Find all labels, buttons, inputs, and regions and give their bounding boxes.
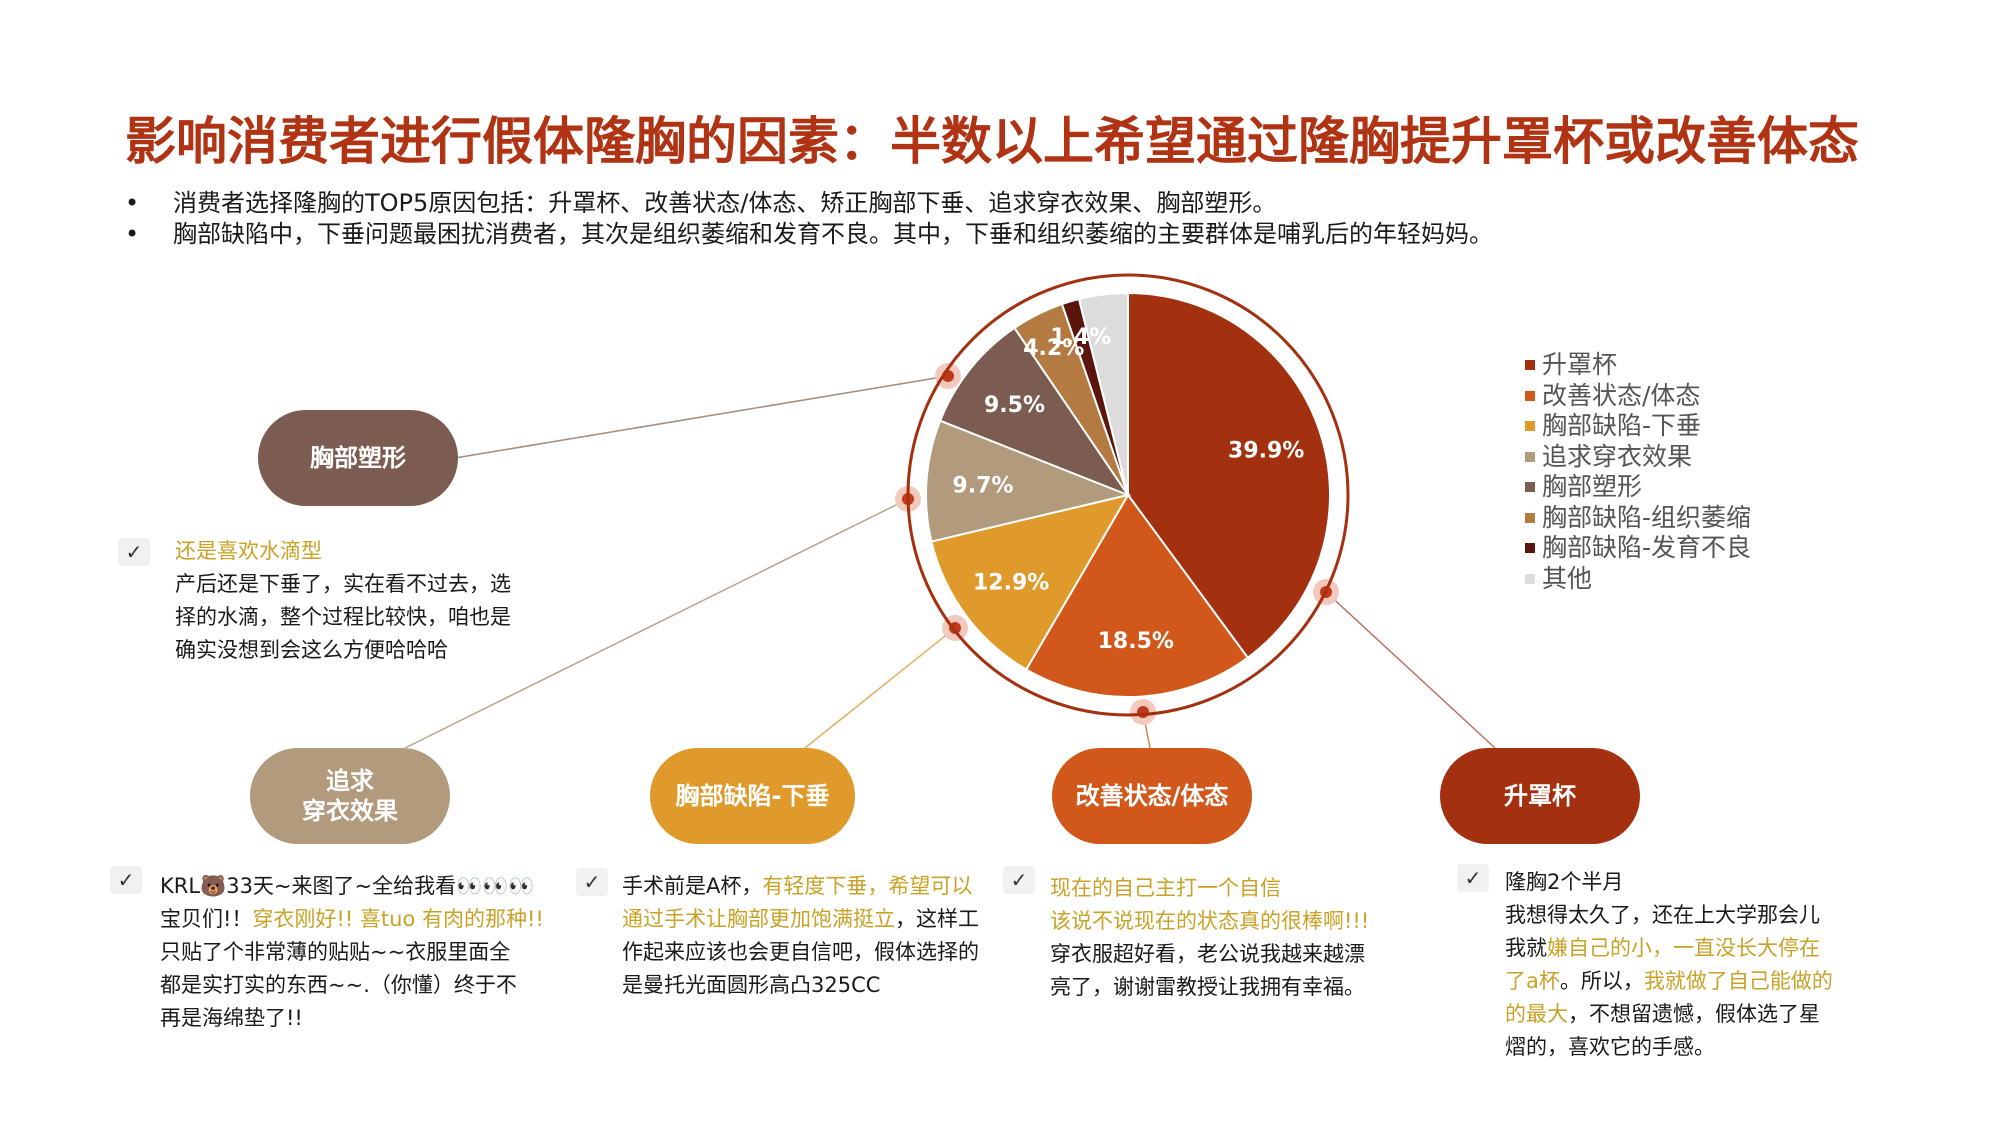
quote-line: 我想得太久了，还在上大学那会儿 xyxy=(1505,903,1820,927)
pie-slice-2 xyxy=(930,493,1131,671)
connector-line-cup xyxy=(1325,591,1496,749)
quote-line: 确实没想到会这么方便哈哈哈 xyxy=(175,638,448,662)
chart-legend: 升罩杯 改善状态/体态 胸部缺陷-下垂 追求穿衣效果 胸部塑形 胸部缺陷-组织萎缩 胸部缺陷… xyxy=(1525,350,1751,594)
pill-label: 升罩杯 xyxy=(1504,782,1576,810)
quote-posture: 现在的自己主打一个自信 该说不说现在的状态真的很棒啊!!! 穿衣服超好看，老公说… xyxy=(1050,872,1369,1004)
legend-swatch xyxy=(1525,390,1535,401)
legend-label: 追求穿衣效果 xyxy=(1542,441,1693,471)
pill-label: 胸部缺陷-下垂 xyxy=(675,782,830,810)
pill-label: 胸部塑形 xyxy=(310,444,406,472)
quote-line: 我就嫌自己的小，一直没长大停在 xyxy=(1505,936,1820,960)
legend-swatch xyxy=(1525,482,1535,493)
quote-clothing: KRL🐻33天~来图了~全给我看👀👀👀 宝贝们!！穿衣刚好!! 喜tuo 有肉的… xyxy=(160,870,544,1035)
connector-line-clothing xyxy=(404,498,909,749)
pie-slice-label-6: 1.4% xyxy=(1050,325,1111,350)
quote-line: 亮了，谢谢雷教授让我拥有幸福。 xyxy=(1050,975,1365,999)
pill-label: 改善状态/体态 xyxy=(1075,782,1229,810)
legend-swatch xyxy=(1525,360,1535,371)
quote-sagging: 手术前是A杯，有轻度下垂，希望可以 通过手术让胸部更加饱满挺立，这样工 作起来应… xyxy=(622,870,979,1002)
quote-line: 隆胸2个半月 xyxy=(1505,870,1624,894)
pie-slice-label-2: 12.9% xyxy=(973,571,1049,596)
check-icon: ✓ xyxy=(118,538,150,566)
legend-item: 胸部塑形 xyxy=(1525,472,1751,503)
pill-shaping: 胸部塑形 xyxy=(258,410,458,506)
legend-label: 其他 xyxy=(1542,563,1593,593)
pie-slice-4 xyxy=(938,326,1131,498)
connector-line-shaping xyxy=(454,375,949,459)
pie-slice-label-0: 39.9% xyxy=(1228,439,1304,464)
check-icon: ✓ xyxy=(110,866,142,894)
summary-bullets: 消费者选择隆胸的TOP5原因包括：升罩杯、改善状态/体态、矫正胸部下垂、追求穿衣… xyxy=(125,188,1493,250)
quote-shaping: 还是喜欢水滴型 产后还是下垂了，实在看不过去，选 择的水滴，整个过程比较快，咱也… xyxy=(175,535,511,667)
pie-slice-7 xyxy=(1077,291,1129,496)
quote-line: 宝贝们!！穿衣刚好!! 喜tuo 有肉的那种!! xyxy=(160,907,544,931)
legend-item: 改善状态/体态 xyxy=(1525,381,1751,412)
pie-slice-0 xyxy=(1127,291,1332,660)
legend-label: 胸部塑形 xyxy=(1542,472,1643,501)
check-icon: ✓ xyxy=(576,868,608,896)
quote-line: 还是喜欢水滴型 xyxy=(175,539,322,563)
bullet-item: 胸部缺陷中，下垂问题最困扰消费者，其次是组织萎缩和发育不良。其中，下垂和组织萎缩… xyxy=(125,219,1493,250)
check-icon: ✓ xyxy=(1003,866,1035,894)
quote-line: 现在的自己主打一个自信 xyxy=(1050,876,1281,900)
legend-swatch xyxy=(1525,543,1535,554)
legend-item: 胸部缺陷-组织萎缩 xyxy=(1525,503,1751,534)
quote-line: 通过手术让胸部更加饱满挺立，这样工 xyxy=(622,907,979,931)
connector-line-sagging xyxy=(804,627,956,749)
legend-item: 胸部缺陷-下垂 xyxy=(1525,411,1751,442)
legend-label: 改善状态/体态 xyxy=(1542,380,1701,410)
legend-label: 胸部缺陷-组织萎缩 xyxy=(1542,502,1752,532)
bullet-item: 消费者选择隆胸的TOP5原因包括：升罩杯、改善状态/体态、矫正胸部下垂、追求穿衣… xyxy=(125,188,1493,219)
legend-item: 胸部缺陷-发育不良 xyxy=(1525,533,1751,564)
pie-slice-3 xyxy=(925,419,1132,543)
quote-line: 再是海绵垫了!! xyxy=(160,1006,303,1030)
pie-slice-label-4: 9.5% xyxy=(984,393,1045,418)
page-title: 影响消费者进行假体隆胸的因素：半数以上希望通过隆胸提升罩杯或改善体态 xyxy=(125,113,1860,172)
pie-outer-ring xyxy=(906,273,1350,717)
quote-line: 择的水滴，整个过程比较快，咱也是 xyxy=(175,605,511,629)
legend-swatch xyxy=(1525,573,1535,584)
quote-line: KRL🐻33天~来图了~全给我看👀👀👀 xyxy=(160,874,535,898)
quote-line: 都是实打实的东西~~.（你懂）终于不 xyxy=(160,973,517,997)
legend-label: 胸部缺陷-下垂 xyxy=(1542,411,1702,440)
legend-swatch xyxy=(1525,451,1535,462)
quote-line: 穿衣服超好看，老公说我越来越漂 xyxy=(1050,942,1365,966)
check-icon: ✓ xyxy=(1457,864,1489,892)
pie-slice-label-5: 4.2% xyxy=(1023,336,1084,361)
pill-cup: 升罩杯 xyxy=(1440,748,1640,844)
pill-clothing: 追求 穿衣效果 xyxy=(250,748,450,844)
quote-line: 作起来应该也会更自信吧，假体选择的 xyxy=(622,940,979,964)
quote-line: 该说不说现在的状态真的很棒啊!!! xyxy=(1050,909,1370,933)
quote-line: 是曼托光面圆形高凸325CC xyxy=(622,973,881,997)
pie-slice-label-3: 9.7% xyxy=(952,474,1013,499)
quote-cup: 隆胸2个半月 我想得太久了，还在上大学那会儿 我就嫌自己的小，一直没长大停在 了… xyxy=(1505,866,1833,1064)
quote-line: 手术前是A杯，有轻度下垂，希望可以 xyxy=(622,874,973,898)
quote-line: 产后还是下垂了，实在看不过去，选 xyxy=(175,572,511,596)
pie-slice-label-1: 18.5% xyxy=(1098,629,1174,654)
quote-line: 了a杯。所以，我就做了自己能做的 xyxy=(1505,969,1833,993)
legend-item: 升罩杯 xyxy=(1525,350,1751,381)
quote-line: 只贴了个非常薄的贴贴~~衣服里面全 xyxy=(160,940,511,964)
pill-sagging: 胸部缺陷-下垂 xyxy=(650,748,855,844)
legend-item: 其他 xyxy=(1525,564,1751,595)
legend-label: 胸部缺陷-发育不良 xyxy=(1542,533,1752,562)
pie-slice-1 xyxy=(1024,493,1250,698)
pill-posture: 改善状态/体态 xyxy=(1052,748,1252,844)
quote-line: 熠的，喜欢它的手感。 xyxy=(1505,1035,1715,1059)
legend-swatch xyxy=(1525,421,1535,432)
pill-label: 追求 穿衣效果 xyxy=(302,767,398,825)
legend-label: 升罩杯 xyxy=(1542,350,1618,379)
legend-item: 追求穿衣效果 xyxy=(1525,442,1751,473)
legend-swatch xyxy=(1525,512,1535,523)
quote-line: 的最大，不想留遗憾，假体选了星 xyxy=(1505,1002,1820,1026)
